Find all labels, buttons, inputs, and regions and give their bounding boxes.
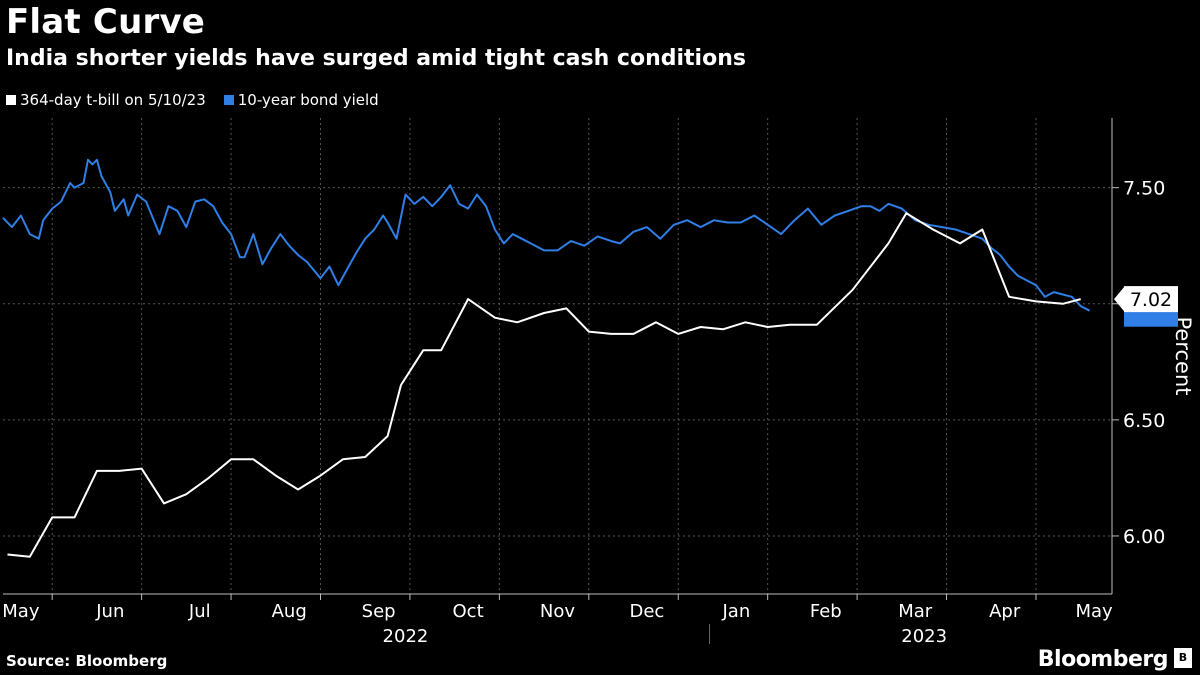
y-tick-label: 6.00 (1123, 526, 1165, 548)
bloomberg-logo: Bloomberg (1037, 647, 1169, 672)
x-tick-label: Nov (540, 601, 575, 622)
legend: 364-day t-bill on 5/10/23 10-year bond y… (6, 91, 379, 109)
source-note: Source: Bloomberg (6, 652, 168, 670)
x-tick-label: Jun (95, 601, 124, 622)
year-label: 2022 (383, 626, 429, 647)
bloomberg-badge-icon: B (1174, 648, 1192, 668)
series-line-bond (2, 158, 1091, 312)
x-tick-label: Mar (898, 601, 933, 622)
last-value-badge-tbill (1124, 286, 1178, 313)
x-tick-label: Dec (630, 601, 665, 622)
x-tick-label: Oct (453, 601, 484, 622)
year-label: 2023 (901, 626, 947, 647)
series-line-tbill (7, 212, 1081, 558)
chart-title: Flat Curve (6, 2, 206, 42)
y-tick-label: 6.50 (1123, 410, 1165, 432)
y-axis-title: Percent (1171, 316, 1195, 395)
legend-label-tbill: 364-day t-bill on 5/10/23 (20, 91, 206, 109)
legend-swatch-tbill (6, 95, 16, 105)
legend-item-tbill: 364-day t-bill on 5/10/23 (6, 91, 206, 109)
x-tick-label: Jul (188, 601, 211, 622)
last-value-label-tbill: 7.02 (1130, 289, 1172, 311)
x-tick-label: Sep (362, 601, 396, 622)
legend-label-bond: 10-year bond yield (237, 91, 379, 109)
legend-swatch-bond (223, 95, 234, 105)
x-tick-label: Jan (721, 601, 750, 622)
y-tick-label: 7.50 (1123, 178, 1165, 200)
x-tick-label: Feb (810, 601, 842, 622)
x-tick-label: Apr (989, 601, 1021, 622)
legend-item-bond: 10-year bond yield (223, 91, 379, 109)
x-tick-label: Aug (272, 601, 307, 622)
x-tick-label: May (2, 601, 40, 622)
x-tick-label: May (1076, 601, 1114, 622)
last-value-pointer-tbill (1114, 287, 1124, 312)
chart-subtitle: India shorter yields have surged amid ti… (6, 46, 746, 71)
